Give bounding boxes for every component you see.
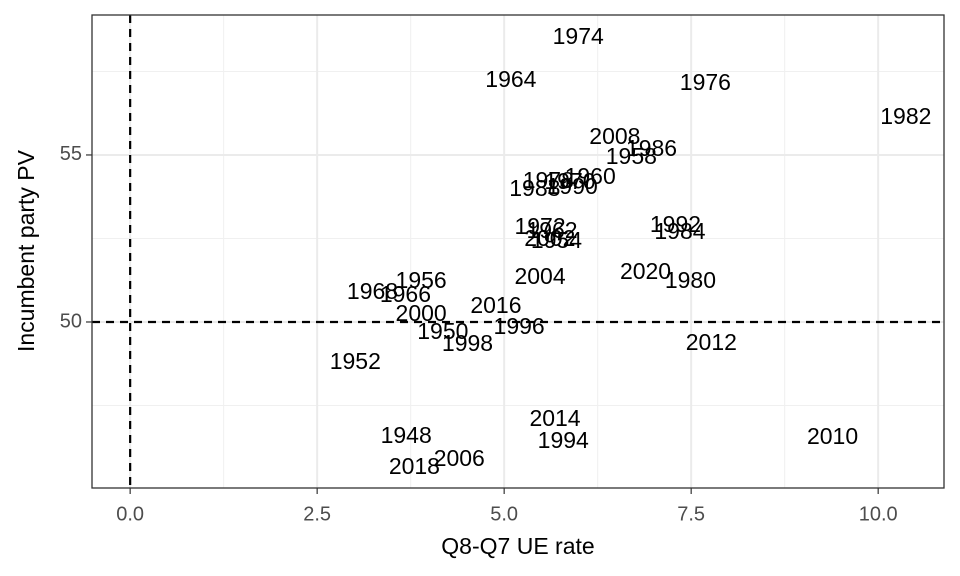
point-label: 1976 bbox=[680, 69, 731, 95]
y-tick-label: 50 bbox=[60, 310, 82, 332]
point-label: 2000 bbox=[396, 300, 447, 326]
point-label: 1986 bbox=[626, 135, 677, 161]
point-label: 2006 bbox=[434, 445, 485, 471]
point-label: 1982 bbox=[880, 103, 931, 129]
point-label: 1958 bbox=[606, 143, 657, 169]
x-tick-label: 5.0 bbox=[490, 503, 518, 525]
panel-border bbox=[91, 14, 945, 489]
point-label: 1954 bbox=[531, 227, 582, 253]
point-label: 2008 bbox=[589, 123, 640, 149]
point-label: 1994 bbox=[538, 427, 589, 453]
y-axis-title: Incumbent party PV bbox=[13, 149, 39, 352]
point-label: 1984 bbox=[654, 218, 705, 244]
point-label: 1996 bbox=[494, 313, 545, 339]
point-label: 1970 bbox=[544, 168, 595, 194]
point-label: 1972 bbox=[514, 213, 565, 239]
point-label: 2014 bbox=[529, 405, 580, 431]
point-label: 2016 bbox=[470, 292, 521, 318]
point-label: 1992 bbox=[650, 211, 701, 237]
point-label: 1956 bbox=[396, 267, 447, 293]
point-label: 1978 bbox=[523, 167, 574, 193]
point-label: 1988 bbox=[509, 175, 560, 201]
point-label: 2012 bbox=[686, 329, 737, 355]
point-label: 1952 bbox=[330, 348, 381, 374]
point-label: 1960 bbox=[565, 163, 616, 189]
point-label: 1974 bbox=[553, 23, 604, 49]
point-label: 1964 bbox=[485, 66, 536, 92]
point-label: 1998 bbox=[442, 330, 493, 356]
point-label: 1990 bbox=[547, 173, 598, 199]
point-label: 2004 bbox=[514, 263, 565, 289]
point-label: 2010 bbox=[807, 423, 858, 449]
point-label: 2002 bbox=[524, 225, 575, 251]
x-tick-label: 0.0 bbox=[116, 503, 144, 525]
point-label: 1962 bbox=[526, 217, 577, 243]
point-label: 2020 bbox=[620, 258, 671, 284]
point-label: 1980 bbox=[665, 267, 716, 293]
x-tick-label: 7.5 bbox=[677, 503, 705, 525]
point-label: 2018 bbox=[389, 453, 440, 479]
y-tick-label: 55 bbox=[60, 143, 82, 165]
point-label: 1950 bbox=[417, 318, 468, 344]
point-label: 1948 bbox=[381, 422, 432, 448]
x-axis-title: Q8-Q7 UE rate bbox=[441, 533, 594, 559]
point-label: 1968 bbox=[347, 278, 398, 304]
x-tick-label: 10.0 bbox=[859, 503, 898, 525]
x-tick-label: 2.5 bbox=[303, 503, 331, 525]
point-label: 1966 bbox=[380, 281, 431, 307]
